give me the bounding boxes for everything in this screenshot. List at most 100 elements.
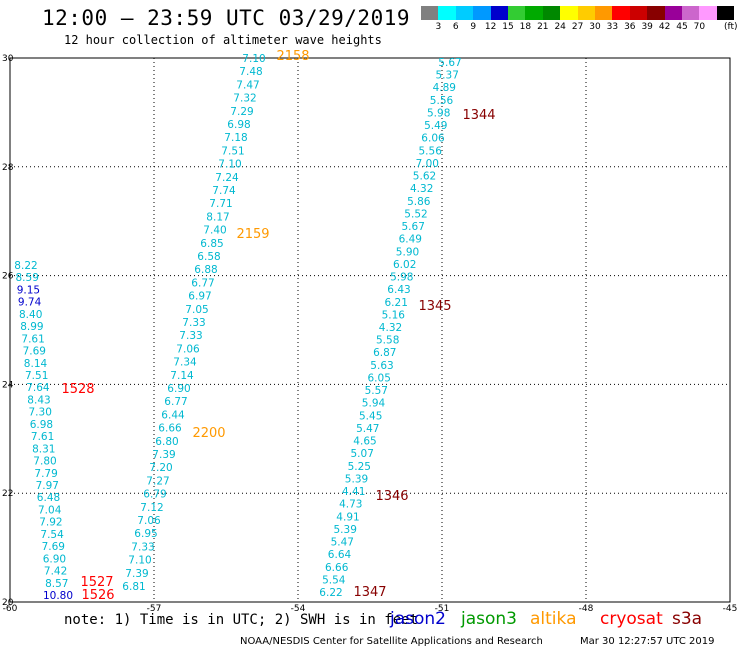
legend-swatch [473, 6, 491, 20]
swh-value: 5.67 [402, 221, 425, 233]
legend-label: 24 [554, 22, 566, 32]
swh-value: 6.77 [164, 396, 187, 408]
legend-label: 27 [571, 22, 584, 32]
swh-value: 7.04 [38, 504, 62, 516]
swh-value: 7.06 [137, 515, 161, 527]
swh-value: 7.14 [170, 370, 194, 382]
swh-value: 6.98 [30, 419, 53, 431]
swh-value: 7.47 [236, 79, 259, 91]
legend-label: 15 [502, 22, 514, 32]
page-subtitle: 12 hour collection of altimeter wave hei… [64, 33, 382, 47]
swh-value: 7.06 [176, 343, 200, 355]
latitude-label: 20 [2, 598, 14, 608]
satellite-label-altika: altika [530, 609, 577, 629]
swh-value: 6.97 [188, 291, 211, 303]
swh-value: 8.99 [20, 321, 43, 333]
legend-swatch [577, 6, 595, 20]
legend-label: 33 [606, 22, 619, 32]
swh-value: 7.51 [221, 145, 244, 157]
swh-value: 7.69 [42, 541, 65, 553]
swh-value: 6.22 [319, 587, 342, 599]
satellite-label-jason3: jason3 [461, 609, 517, 629]
longitude-label: -57 [147, 604, 162, 614]
legend-label: 36 [624, 22, 636, 32]
pass-label: 1528 [61, 382, 94, 397]
legend-label: 70 [693, 22, 706, 32]
swh-value: 7.74 [212, 185, 236, 197]
swh-value: 5.16 [382, 309, 406, 321]
swh-value: 5.98 [390, 272, 413, 284]
legend-swatch [682, 6, 700, 20]
swh-value: 6.88 [194, 264, 217, 276]
swh-value: 7.10 [128, 555, 151, 567]
swh-value: 6.90 [167, 383, 190, 395]
swh-value: 7.39 [152, 449, 175, 461]
swh-value: 5.49 [424, 120, 447, 132]
legend-swatch [595, 6, 613, 20]
swh-value: 8.40 [19, 309, 42, 321]
legend-label: 45 [676, 22, 688, 32]
swh-value: 6.85 [200, 238, 223, 250]
swh-value: 4.32 [410, 183, 433, 195]
longitude-label: -51 [435, 604, 450, 614]
swh-value: 4.41 [342, 486, 365, 498]
latitude-label: 22 [2, 489, 13, 499]
legend-swatch [455, 6, 474, 20]
longitude-label: -60 [3, 604, 18, 614]
satellite-label-s3a: s3a [672, 609, 703, 629]
legend-swatch [490, 6, 508, 20]
longitude-label: -45 [723, 604, 738, 614]
swh-value: 7.10 [242, 53, 265, 65]
note-text: note: 1) Time is in UTC; 2) SWH is in fe… [64, 612, 419, 628]
swh-value: 5.47 [331, 537, 354, 549]
pass-label: 1526 [81, 588, 114, 603]
legend-label: 12 [484, 22, 497, 32]
swh-value: 4.89 [433, 82, 456, 94]
swh-value: 5.52 [404, 208, 427, 220]
pass-label: 1346 [375, 489, 408, 504]
swh-value: 5.54 [322, 574, 346, 586]
legend-swatch [438, 6, 456, 20]
swh-value: 7.61 [21, 333, 44, 345]
swh-value: 6.06 [421, 133, 445, 145]
swh-value: 6.64 [328, 549, 352, 561]
swh-value: 5.57 [365, 385, 388, 397]
swh-value: 6.79 [143, 489, 166, 501]
swh-value: 6.21 [385, 297, 408, 309]
swh-value: 7.79 [34, 468, 57, 480]
swh-value: 8.59 [16, 272, 39, 284]
swh-value: 7.69 [23, 346, 46, 358]
pass-label: 1345 [418, 299, 451, 314]
latitude-label: 28 [2, 163, 14, 173]
swh-value: 5.37 [436, 70, 459, 82]
swh-value: 4.73 [339, 499, 362, 511]
legend-swatch [629, 6, 648, 20]
swh-value: 5.63 [370, 360, 393, 372]
swh-value: 6.81 [122, 581, 145, 593]
swh-value: 7.18 [224, 132, 247, 144]
swh-value: 4.65 [353, 436, 376, 448]
legend-swatch [612, 6, 630, 20]
pass-label: 2158 [276, 49, 309, 64]
swh-value: 8.57 [45, 578, 68, 590]
swh-value: 5.90 [396, 246, 419, 258]
swh-value: 7.30 [29, 407, 52, 419]
legend-swatch [664, 6, 682, 20]
swh-value: 7.05 [185, 304, 208, 316]
legend-swatch [699, 6, 717, 20]
swh-value: 7.97 [36, 480, 59, 492]
swh-value: 7.34 [173, 357, 197, 369]
swh-value: 7.61 [31, 431, 54, 443]
swh-value: 8.31 [32, 443, 55, 455]
swh-value: 6.49 [399, 234, 422, 246]
swh-value: 7.40 [203, 225, 226, 237]
swh-value: 7.48 [239, 66, 262, 78]
swh-value: 8.43 [27, 394, 50, 406]
legend-label: 3 [435, 22, 442, 32]
swh-value: 7.20 [149, 462, 172, 474]
legend-swatch [542, 6, 561, 20]
swh-value: 5.25 [348, 461, 371, 473]
swh-value: 7.51 [25, 370, 48, 382]
swh-value: 7.71 [209, 198, 232, 210]
legend-swatch [508, 6, 526, 20]
